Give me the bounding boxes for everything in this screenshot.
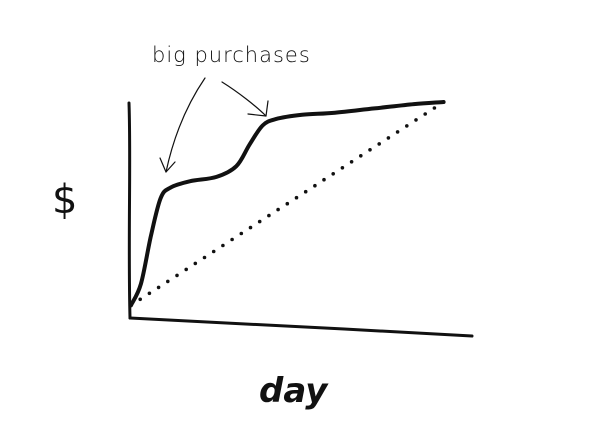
dotted-series-dot [386,136,391,140]
dotted-series-dot [285,201,290,206]
dotted-series-dot [184,267,188,272]
dotted-series-dot [248,225,253,230]
dotted-series-dot [138,297,142,302]
dotted-series-dot [331,172,336,176]
dotted-series-dot [294,195,299,200]
dotted-series-dot [193,261,198,266]
dotted-series-dot [359,154,363,158]
dotted-series-dot [414,118,418,122]
annotation-label: big purchases [152,43,311,67]
dotted-series-dot [156,285,161,290]
x-axis [128,316,474,338]
dotted-series-dot [230,237,234,242]
series-line-solid [129,100,446,308]
dotted-series-dot [405,124,409,128]
dotted-series-dot [239,231,244,236]
dotted-series-dot [303,189,308,194]
dotted-series-dot [377,142,382,146]
dotted-series-dot [423,112,428,116]
dotted-series-dot [175,273,179,278]
annotation-arrow-right [221,81,267,117]
dotted-series-dot [202,255,207,260]
dotted-series-dot [432,106,437,110]
annotation-arrow-left-head [159,157,176,173]
dotted-series-dot [340,166,345,170]
dotted-series-dot [313,183,317,188]
dotted-series-dot [395,130,400,134]
dotted-series-dot [147,291,152,296]
dotted-series-dot [368,148,372,152]
dotted-series-dot [349,160,354,164]
dotted-series-dot [257,219,262,224]
x-axis-label: day [259,371,329,411]
annotation-arrow-left [165,77,206,173]
dotted-series-dot [276,207,280,212]
y-axis-label: $ [52,177,77,223]
dotted-series-dot [166,279,170,284]
dotted-series [129,100,446,308]
dotted-series-dot [221,243,225,248]
y-axis [127,101,132,320]
dotted-series-dot [267,213,271,218]
annotation-arrow-right-head [247,100,269,117]
dotted-series-dot [322,177,326,182]
solid-series [129,100,446,308]
dotted-series-dot [211,249,216,254]
